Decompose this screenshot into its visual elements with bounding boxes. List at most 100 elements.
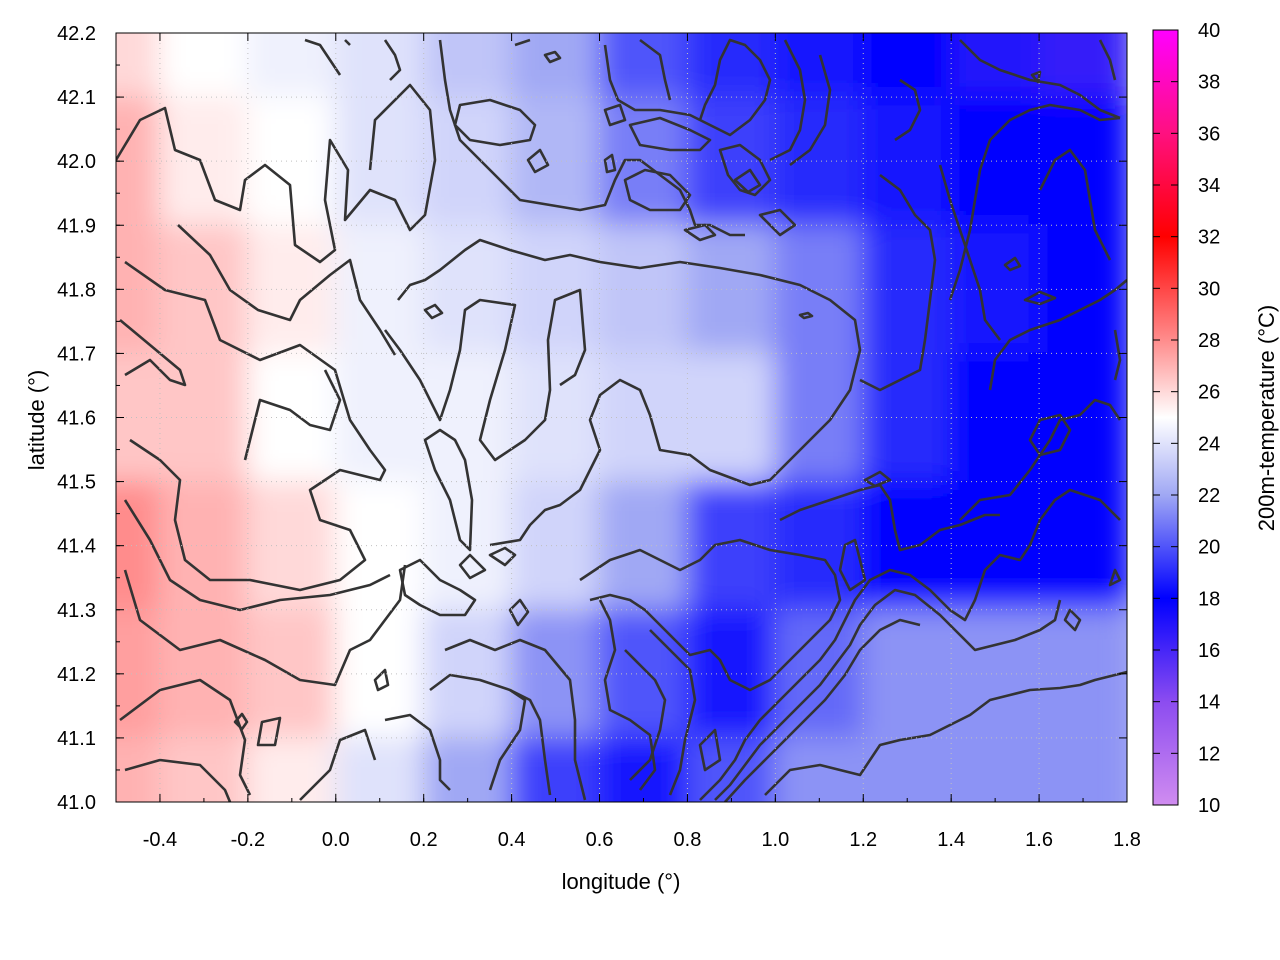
colorbar-tick-label: 20 (1198, 537, 1220, 559)
contour-line (243, 369, 342, 461)
heatmap-cell (862, 96, 953, 227)
colorbar-tick-label: 12 (1198, 743, 1220, 765)
heatmap-cell (774, 608, 865, 739)
colorbar-tick-label: 28 (1198, 330, 1220, 352)
x-tick-label: 1.2 (849, 829, 877, 851)
contour-line (758, 208, 797, 237)
contour-line (598, 599, 657, 791)
contour-line (699, 488, 1121, 801)
heatmap-cell (862, 224, 953, 355)
y-tick-label: 42.2 (57, 23, 96, 45)
heatmap-cell (334, 224, 425, 355)
colorbar-tick-label: 14 (1198, 692, 1220, 714)
colorbar-tick-label: 40 (1198, 20, 1220, 42)
colorbar-tick-label: 36 (1198, 123, 1220, 145)
contour-line (1003, 256, 1022, 272)
contour-line (733, 168, 762, 194)
y-tick-label: 41.6 (57, 408, 96, 430)
contour-line (123, 564, 407, 687)
colorbar-tick-label: 16 (1198, 640, 1220, 662)
x-tick-label: 1.4 (937, 829, 965, 851)
x-tick-label: 0.0 (322, 829, 350, 851)
heatmap-cell (510, 480, 601, 611)
heatmap-cell (598, 736, 689, 802)
contour-line (624, 649, 667, 781)
colorbar-tick-label: 30 (1198, 278, 1220, 300)
y-tick-label: 41.1 (57, 728, 96, 750)
contour-line (959, 39, 1121, 120)
heatmap-cell (950, 480, 1041, 611)
contour-line (384, 713, 451, 791)
contour-line (398, 558, 477, 617)
contour-line (639, 38, 672, 101)
heatmap-cell (862, 33, 953, 99)
y-tick-label: 41.4 (57, 536, 96, 558)
x-tick-label: -0.2 (231, 829, 265, 851)
heatmap-cell (158, 352, 249, 483)
heatmap-cell (774, 96, 865, 227)
heatmap-cell (510, 33, 601, 99)
colorbar-tick-label: 26 (1198, 382, 1220, 404)
contour-line (123, 499, 391, 612)
x-tick-label: 0.8 (674, 829, 702, 851)
y-tick-label: 41.8 (57, 279, 96, 301)
heatmap-cell (510, 96, 601, 227)
contour-line (603, 103, 627, 127)
heatmap-cell (598, 480, 689, 611)
colorbar-tick-label: 24 (1198, 433, 1220, 455)
contour-line (299, 728, 377, 801)
heatmap-cell (774, 33, 865, 99)
x-axis: -0.4 -0.2 0.0 0.2 0.4 0.6 0.8 1.0 1.2 1.4 1.6 1.8 (115, 33, 1141, 851)
contour-line (488, 688, 527, 791)
heatmap-cell (158, 608, 249, 739)
contour-line (177, 224, 397, 356)
y-tick-label: 42.0 (57, 151, 96, 173)
contour-line (894, 78, 922, 142)
contour-line (438, 39, 745, 237)
contour-line (988, 279, 1127, 391)
heatmap-cell (116, 33, 161, 99)
contour-line (859, 173, 937, 392)
contour-line (543, 50, 562, 64)
heatmap-cell (334, 736, 425, 802)
contour-line (526, 148, 550, 174)
heatmap-cell (774, 224, 865, 355)
x-tick-label: 0.4 (498, 829, 526, 851)
contour-line (779, 483, 1000, 552)
contour-line (124, 260, 387, 592)
x-tick-label: -0.4 (143, 829, 177, 851)
contour-line (453, 98, 537, 147)
heatmap-cell (158, 224, 249, 355)
contour-line (1098, 39, 1117, 81)
contour-line (724, 618, 921, 802)
x-tick-label: 1.6 (1025, 829, 1053, 851)
colorbar-gradient (1152, 29, 1179, 806)
heatmap-cell (686, 33, 777, 99)
heatmap-cell (510, 352, 601, 483)
colorbar-label: 200m-temperature (°C) (1254, 305, 1279, 531)
heatmap-cell (158, 33, 249, 99)
y-tick-label: 41.0 (57, 792, 96, 814)
contour-line (423, 303, 444, 320)
heatmap-cell (334, 96, 425, 227)
heatmap-cell (510, 608, 601, 739)
contour-line (124, 758, 232, 802)
y-tick-label: 42.1 (57, 87, 96, 109)
heatmap-cell (862, 352, 953, 483)
heatmap-cell (334, 33, 425, 99)
contour-line (1030, 70, 1042, 84)
contour-line (959, 398, 1122, 521)
y-axis: 41.0 41.1 41.2 41.3 41.4 41.5 41.6 41.7 41.8 41.9… (57, 23, 1127, 814)
x-tick-label: 0.6 (586, 829, 614, 851)
heatmap-cell (862, 608, 953, 739)
contour-line (514, 38, 531, 47)
heatmap-cell (116, 736, 161, 802)
contour-line (649, 629, 697, 796)
contour-line (698, 728, 722, 772)
contour-line (938, 164, 1002, 341)
heatmap-cell (598, 608, 689, 739)
contour-line (863, 470, 892, 488)
contour-line (423, 428, 474, 552)
contour-line (798, 311, 814, 320)
contour-line (1108, 568, 1122, 587)
